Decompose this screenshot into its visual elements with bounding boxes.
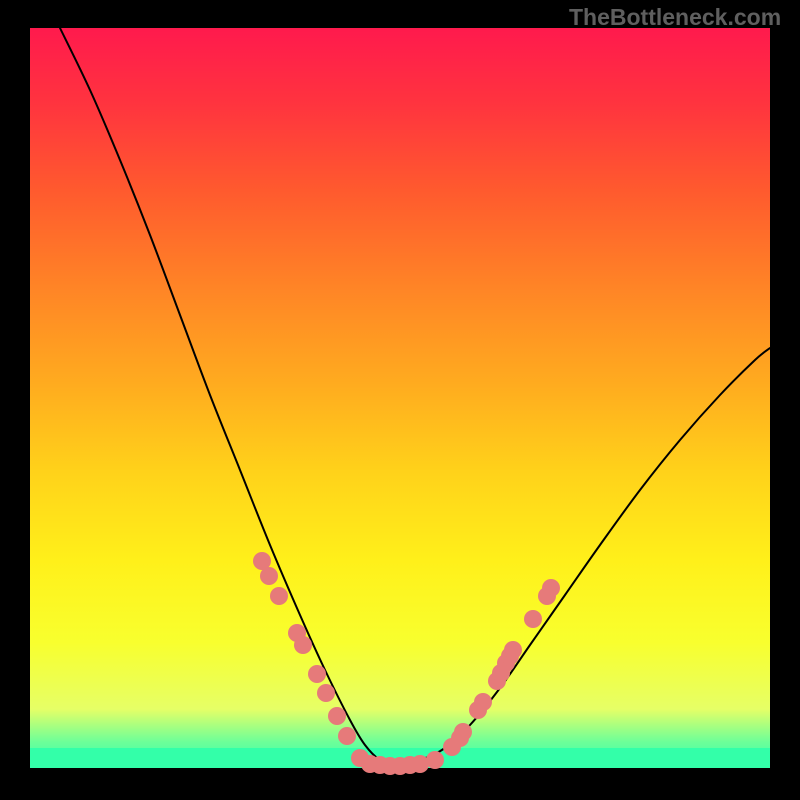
chart-stage: TheBottleneck.com: [0, 0, 800, 800]
watermark-text: TheBottleneck.com: [569, 4, 781, 31]
chart-frame: [30, 28, 770, 768]
